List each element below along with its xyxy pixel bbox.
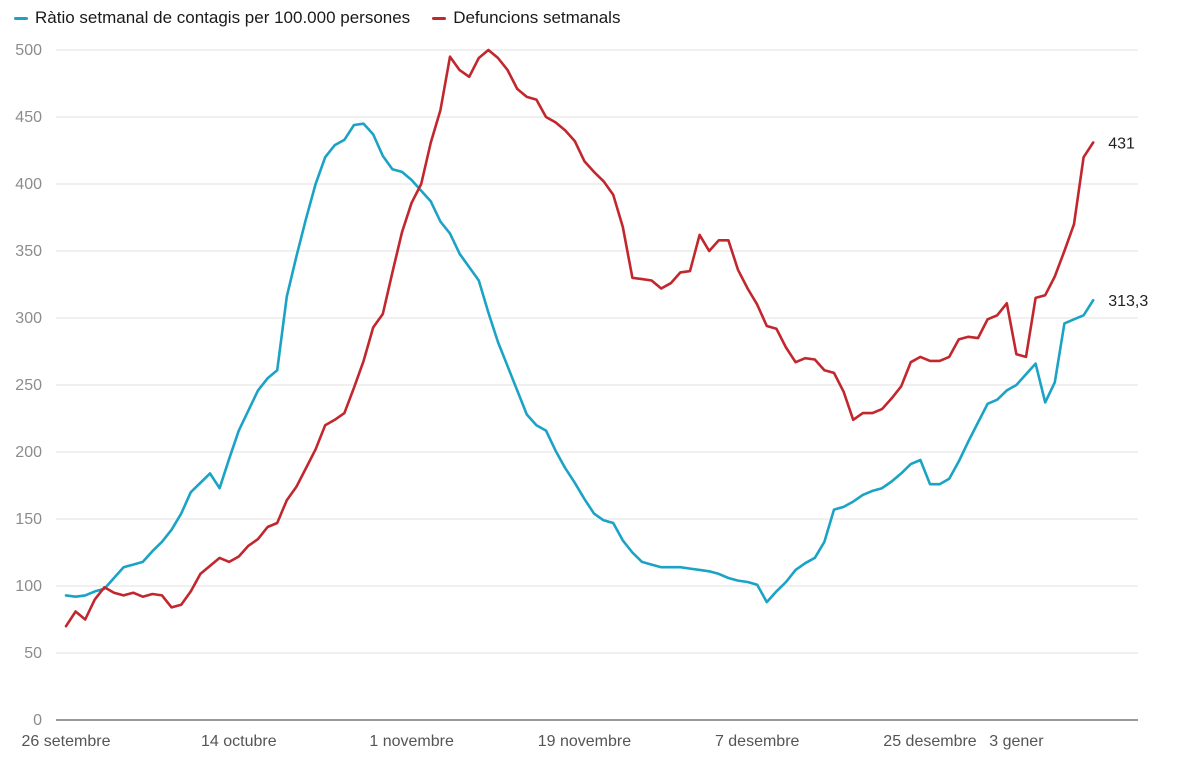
y-tick-label: 200 bbox=[15, 444, 42, 461]
x-tick-label: 25 desembre bbox=[883, 733, 976, 750]
y-tick-label: 150 bbox=[15, 511, 42, 528]
end-label-deaths: 431 bbox=[1108, 135, 1135, 152]
y-tick-label: 50 bbox=[24, 645, 42, 662]
series-lines bbox=[64, 48, 1095, 628]
series-line-deaths bbox=[64, 48, 1095, 628]
end-label-cases: 313,3 bbox=[1108, 293, 1148, 310]
x-tick-label: 1 novembre bbox=[369, 733, 454, 750]
x-axis-ticks: 26 setembre 14 octubre 1 novembre 19 novemb… bbox=[22, 733, 1045, 750]
y-tick-label: 100 bbox=[15, 578, 42, 595]
y-tick-label: 400 bbox=[15, 176, 42, 193]
legend-swatch-cases bbox=[14, 16, 28, 20]
x-tick-label: 14 octubre bbox=[201, 733, 277, 750]
series-line-cases bbox=[64, 122, 1095, 604]
y-axis-ticks: 0 50 100 150 200 250 300 350 400 450 500 bbox=[15, 42, 42, 729]
y-tick-label: 300 bbox=[15, 310, 42, 327]
y-tick-label: 350 bbox=[15, 243, 42, 260]
y-tick-label: 0 bbox=[33, 712, 42, 729]
legend: Ràtio setmanal de contagis per 100.000 p… bbox=[14, 8, 620, 28]
legend-label-cases: Ràtio setmanal de contagis per 100.000 p… bbox=[35, 8, 411, 27]
x-tick-label: 7 desembre bbox=[715, 733, 800, 750]
y-tick-label: 250 bbox=[15, 377, 42, 394]
y-tick-label: 450 bbox=[15, 109, 42, 126]
x-tick-label: 3 gener bbox=[989, 733, 1044, 750]
y-tick-label: 500 bbox=[15, 42, 42, 59]
end-labels: 313,3 431 bbox=[1108, 135, 1148, 310]
legend-swatch-deaths bbox=[432, 16, 447, 20]
legend-item-cases: Ràtio setmanal de contagis per 100.000 p… bbox=[14, 8, 410, 28]
x-tick-label: 19 novembre bbox=[538, 733, 631, 750]
legend-item-deaths: Defuncions setmanals bbox=[432, 8, 620, 28]
x-tick-label: 26 setembre bbox=[22, 733, 111, 750]
legend-label-deaths: Defuncions setmanals bbox=[453, 8, 621, 27]
gridlines bbox=[56, 49, 1138, 721]
